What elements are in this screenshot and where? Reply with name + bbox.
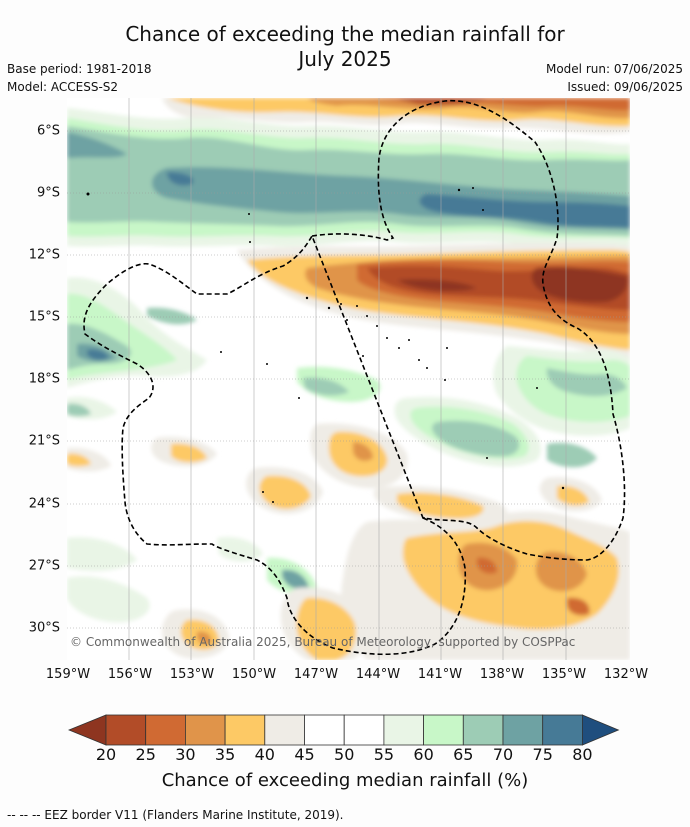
lat-label: 30°S <box>28 620 60 636</box>
colorbar-tick-label: 80 <box>572 745 593 764</box>
lat-label: 6°S <box>36 123 60 139</box>
grid-lines-vertical <box>128 98 567 660</box>
colorbar-segment <box>264 714 305 746</box>
lat-label: 21°S <box>28 433 60 449</box>
title-line-1: Chance of exceeding the median rainfall … <box>125 22 565 46</box>
colorbar-segment <box>423 714 464 746</box>
rainfall-map: © Commonwealth of Australia 2025, Bureau… <box>67 98 630 660</box>
colorbar-tick-label: 35 <box>214 745 236 764</box>
lon-label: 150°W <box>231 667 277 682</box>
lat-label: 27°S <box>28 558 60 574</box>
colorbar-tick-label: 55 <box>373 745 395 764</box>
base-period: Base period: 1981-2018 <box>7 62 152 76</box>
colorbar-segment <box>304 714 345 746</box>
lon-label: 147°W <box>293 667 339 682</box>
colorbar-segment <box>542 714 583 746</box>
colorbar-tick-label: 30 <box>175 745 196 764</box>
lon-label: 159°W <box>45 667 91 682</box>
lat-label: 12°S <box>28 247 60 263</box>
lon-label: 156°W <box>107 667 153 682</box>
map-body: © Commonwealth of Australia 2025, Bureau… <box>67 98 630 660</box>
eez-legend: -- -- -- EEZ border V11 (Flanders Marine… <box>7 808 344 822</box>
lon-label: 135°W <box>541 667 587 682</box>
lon-label: 141°W <box>417 667 463 682</box>
colorbar-segment <box>145 714 186 746</box>
colorbar-tick-label: 70 <box>492 745 514 764</box>
map-title: Chance of exceeding the median rainfall … <box>0 22 690 72</box>
lat-label: 24°S <box>28 496 60 512</box>
colorbar-segment <box>224 714 266 746</box>
copyright-notice: © Commonwealth of Australia 2025, Bureau… <box>70 635 575 649</box>
colorbar-segment <box>105 714 147 746</box>
colorbar-segment <box>185 714 226 746</box>
colorbar-segment <box>502 714 544 746</box>
model-name: Model: ACCESS-S2 <box>7 80 119 94</box>
issued-date: Issued: 09/06/2025 <box>567 80 683 94</box>
colorbar-tick-label: 65 <box>453 745 474 764</box>
contour-fill <box>67 98 630 660</box>
colorbar-extend-low <box>68 714 107 746</box>
lat-label: 9°S <box>36 185 60 201</box>
islands <box>86 187 565 519</box>
eez-borders <box>83 99 626 656</box>
colorbar-tick-label: 45 <box>294 745 315 764</box>
lon-label: 138°W <box>479 667 525 682</box>
lat-label: 18°S <box>28 371 60 387</box>
meta-right: Model run: 07/06/2025 Issued: 09/06/2025 <box>546 60 683 96</box>
colorbar-tick-label: 20 <box>95 745 117 764</box>
colorbar-tick-label: 60 <box>413 745 434 764</box>
meta-left: Base period: 1981-2018 Model: ACCESS-S2 <box>7 60 152 96</box>
colorbar-segment <box>383 714 424 746</box>
lat-label: 15°S <box>28 309 60 325</box>
colorbar-tick-label: 50 <box>334 745 355 764</box>
colorbar <box>68 714 620 746</box>
colorbar-tick-label: 25 <box>135 745 156 764</box>
colorbar-tick-label: 40 <box>254 745 275 764</box>
grid-lines <box>67 130 630 629</box>
model-run: Model run: 07/06/2025 <box>545 62 683 76</box>
colorbar-tick-label: 75 <box>532 745 553 764</box>
title-line-2: July 2025 <box>298 47 392 71</box>
lon-label: 153°W <box>169 667 215 682</box>
colorbar-segment <box>462 714 504 746</box>
colorbar-extend-high <box>582 714 620 746</box>
colorbar-segment <box>343 714 385 746</box>
colorbar-label: Chance of exceeding median rainfall (%) <box>161 770 529 791</box>
lon-label: 132°W <box>603 667 649 682</box>
lon-label: 144°W <box>355 667 401 682</box>
